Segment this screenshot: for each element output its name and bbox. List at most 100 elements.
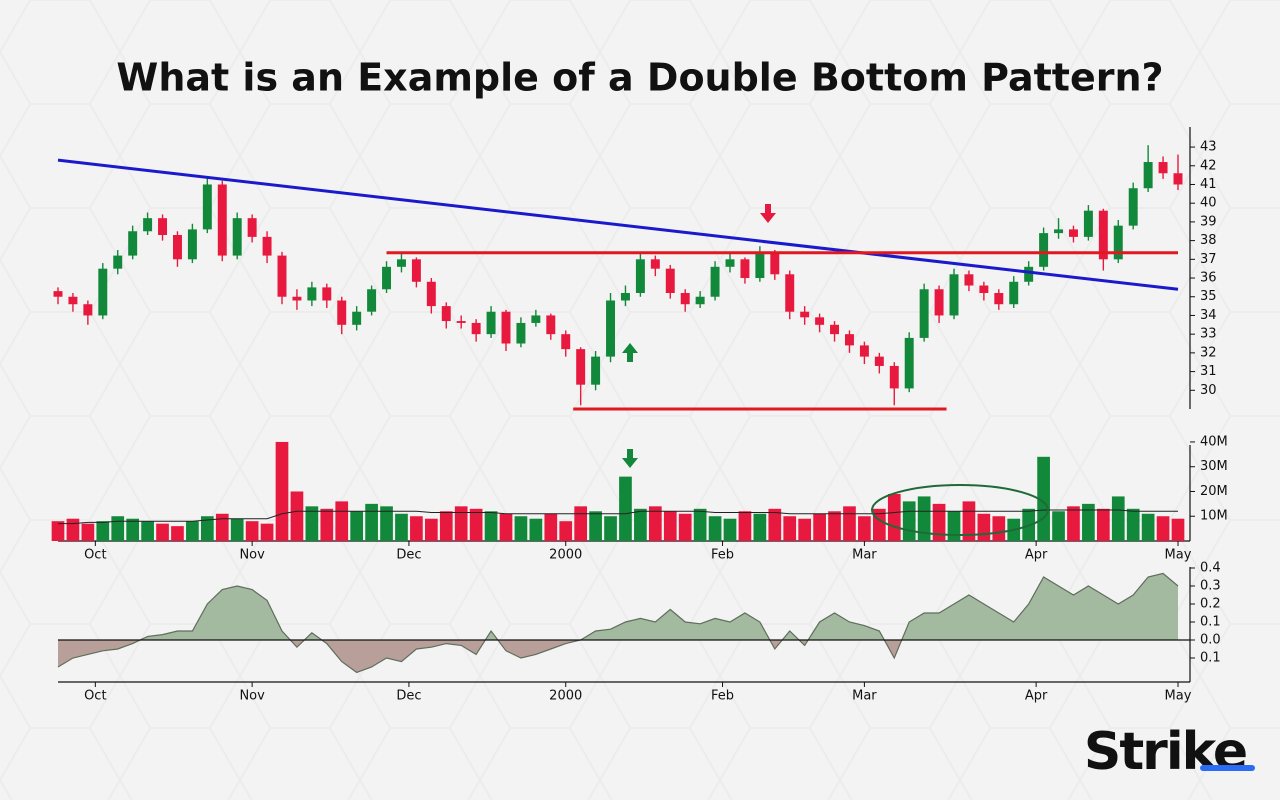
candle-body (83, 304, 93, 316)
candle-body (665, 268, 675, 293)
volume-highlight (871, 484, 1049, 536)
trend-line (57, 158, 1179, 291)
y-tick-label: 30 (1200, 383, 1217, 398)
candle-body (202, 184, 212, 230)
candle-body (307, 287, 317, 301)
candle-body (396, 259, 406, 267)
volume-bar (395, 513, 408, 541)
volume-bar (454, 506, 468, 541)
y-tick-label: 42 (1200, 158, 1217, 173)
page-title: What is an Example of a Double Bottom Pa… (116, 56, 1163, 100)
x-tick-label: Feb (711, 548, 734, 563)
candle-body (635, 259, 645, 293)
volume-bar (1141, 513, 1155, 541)
candle-body (561, 334, 571, 350)
candle-body (158, 218, 168, 235)
x-tick-label: Apr (1025, 548, 1048, 563)
logo-accent (1200, 765, 1255, 771)
x-tick-label: Feb (711, 689, 734, 704)
volume-bar (1067, 506, 1080, 541)
volume-bar (186, 521, 199, 541)
volume-bar (902, 501, 916, 541)
candle-body (859, 345, 869, 357)
y-tick-label: 20M (1200, 484, 1228, 499)
volume-bar (917, 496, 931, 541)
y-tick-label: 39 (1200, 214, 1217, 229)
candle-body (456, 321, 466, 323)
y-tick-label: 41 (1200, 177, 1217, 192)
y-tick-label: 32 (1200, 345, 1217, 360)
candle-body (1024, 266, 1034, 282)
volume-bar (439, 511, 453, 541)
volume-bar (1082, 503, 1095, 541)
candle-body (1143, 162, 1153, 189)
oscillator-line (57, 572, 1179, 674)
x-tick-label: Dec (396, 548, 421, 563)
y-tick-label: 0.1 (1200, 615, 1221, 630)
candle-body (113, 255, 123, 269)
candle-body (576, 349, 586, 385)
x-tick-label: May (1165, 548, 1192, 563)
candle-body (367, 289, 377, 312)
candle-body (606, 300, 616, 357)
candle-body (680, 293, 690, 305)
volume-bar (335, 501, 349, 541)
candle-body (322, 287, 332, 301)
y-tick-label: 37 (1200, 252, 1217, 267)
volume-bar (275, 441, 289, 541)
candle-body (1083, 210, 1093, 237)
candle-body (815, 317, 825, 325)
volume-bar (1171, 518, 1185, 541)
candle-body (172, 235, 182, 260)
candle-body (979, 285, 989, 293)
candle-body (1039, 233, 1049, 267)
candle-body (68, 296, 78, 305)
volume-bar (768, 508, 782, 541)
volume-bar (66, 518, 80, 541)
candle-body (262, 236, 272, 256)
volume-bar (1096, 508, 1110, 541)
candle-body (187, 229, 197, 260)
y-tick-label: 40M (1200, 434, 1228, 449)
candle-body (830, 324, 840, 335)
candle-body (1113, 225, 1123, 260)
candle-body (546, 315, 556, 335)
volume-bar (200, 516, 214, 541)
volume-bar (648, 506, 662, 541)
x-tick-label: 2000 (549, 689, 582, 704)
down-arrow (760, 204, 776, 223)
volume-bar (1052, 511, 1065, 541)
volume-bar (51, 521, 65, 541)
volume-bar (484, 511, 498, 541)
volume-bar (410, 516, 423, 541)
candle-body (143, 218, 153, 232)
volume-bar (559, 521, 573, 541)
candle-body (874, 356, 884, 366)
x-tick-label: May (1165, 689, 1192, 704)
volume-bar (81, 523, 95, 541)
candle-body (411, 259, 421, 282)
volume-bar (380, 506, 393, 541)
y-tick-label: 36 (1200, 271, 1217, 286)
candle-body (471, 322, 481, 335)
candle-body (337, 300, 347, 325)
volume-bar (798, 518, 812, 541)
volume-bar (1111, 496, 1125, 541)
volume-bar (499, 513, 513, 541)
candle-body (128, 231, 138, 256)
candle-body (695, 296, 705, 305)
volume-bar (171, 526, 184, 541)
candle-body (217, 184, 227, 256)
volume-bar (589, 511, 602, 541)
candle-body (516, 322, 526, 344)
volume-bar (245, 521, 259, 541)
volume-bar (708, 516, 722, 541)
volume-bar (290, 491, 304, 541)
candle-body (1098, 210, 1108, 260)
y-tick-label: 0.0 (1200, 633, 1221, 648)
candle-body (919, 289, 929, 338)
candle-body (382, 266, 392, 290)
